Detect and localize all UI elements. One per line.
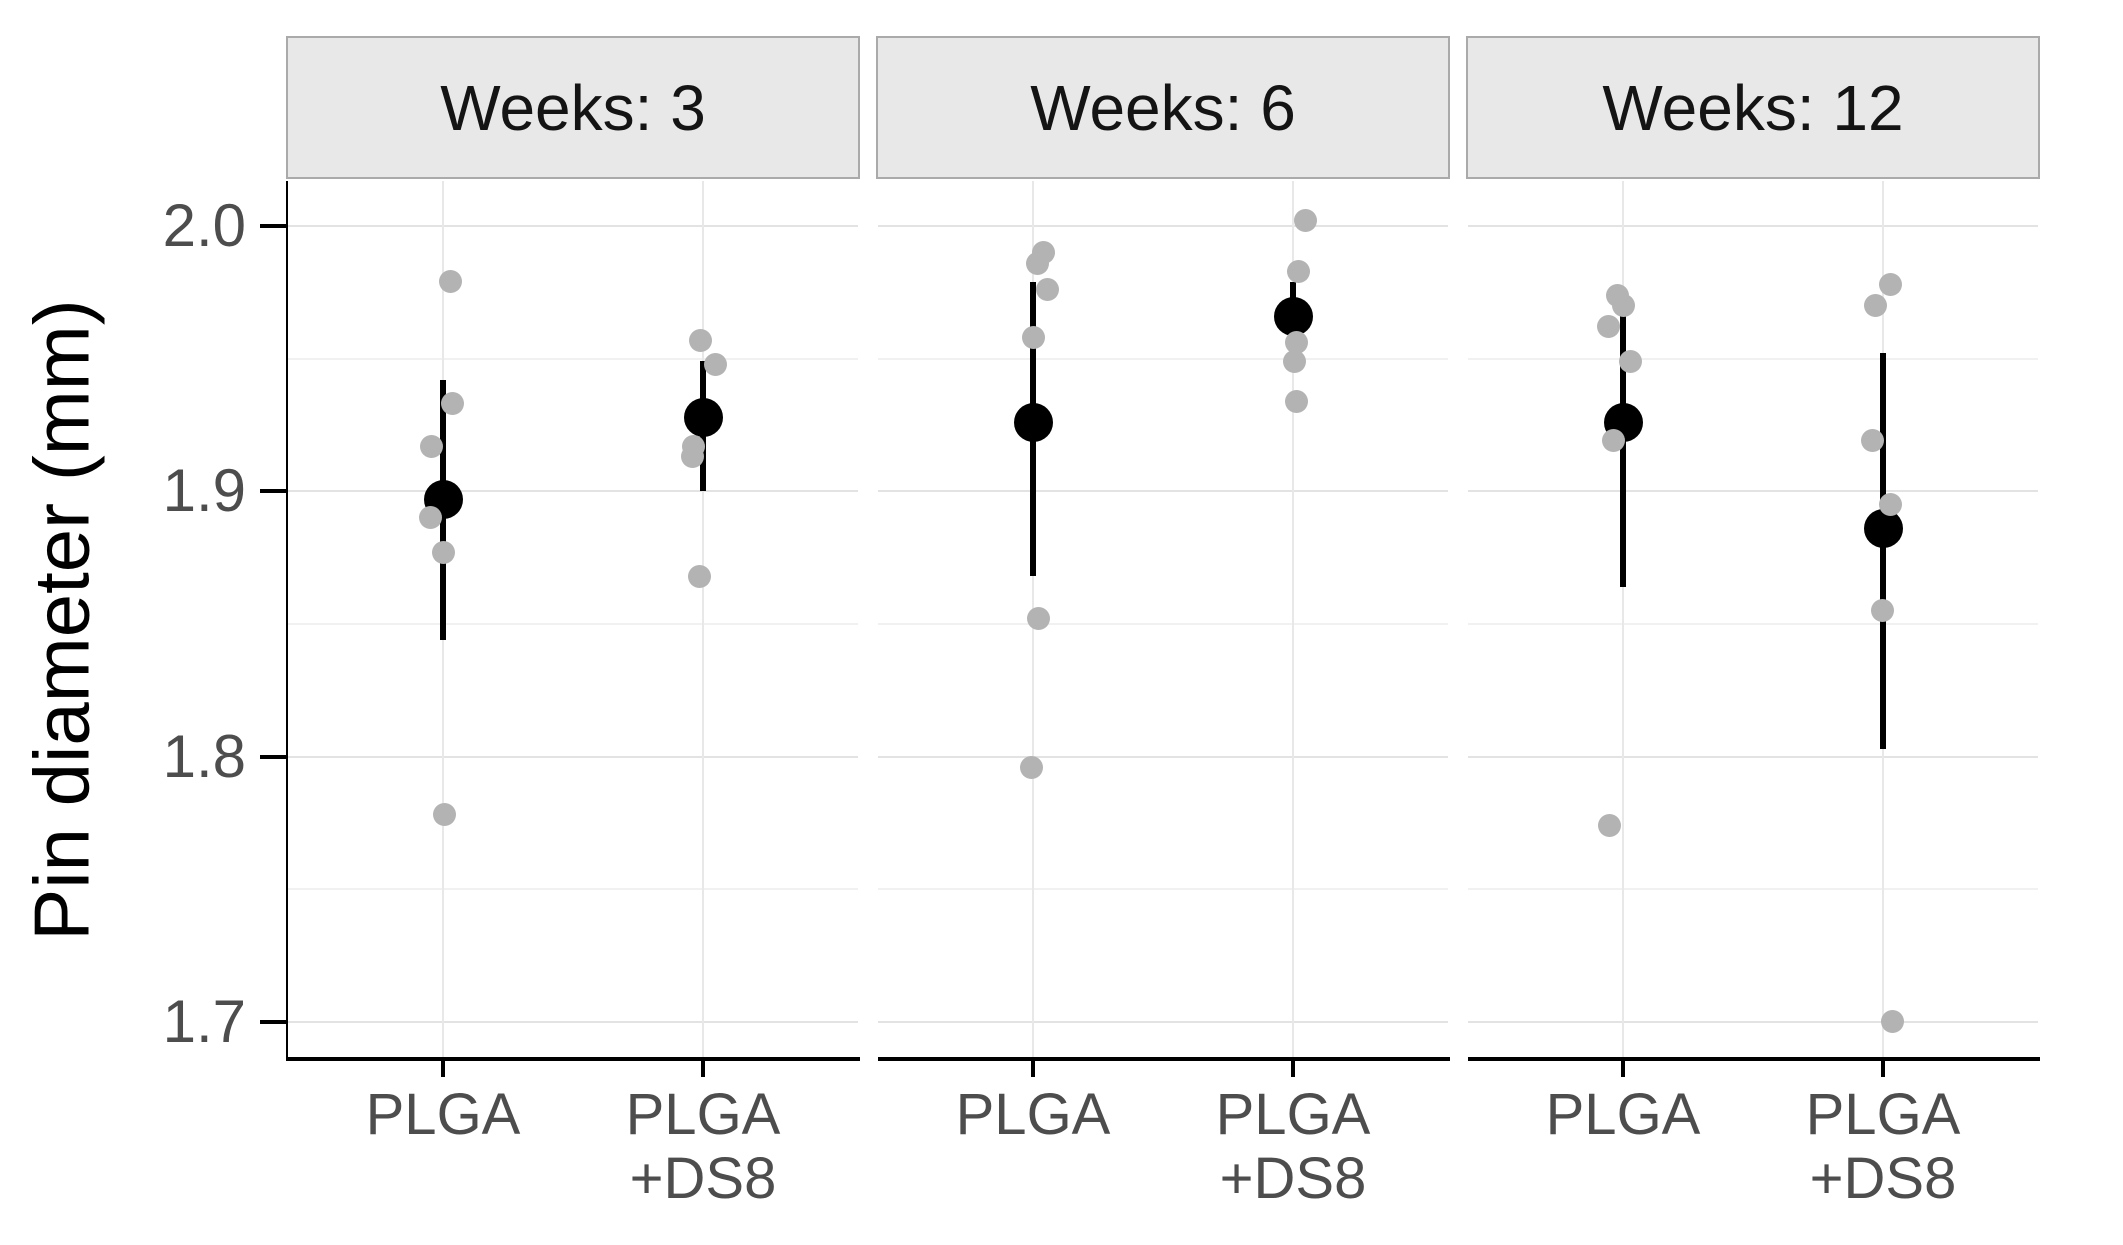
gridline-major <box>878 1020 1448 1023</box>
gridline-minor <box>1468 357 2038 360</box>
x-axis-category-label: PLGA <box>625 1082 781 1147</box>
x-axis-category-label: +DS8 <box>629 1146 777 1211</box>
x-axis-tick <box>1621 1061 1625 1077</box>
gridline-minor <box>1468 622 2038 625</box>
x-axis-tick <box>441 1061 445 1077</box>
gridline-column <box>1622 181 1624 1059</box>
facet-strip: Weeks: 12 <box>1466 36 2040 179</box>
gridline-major <box>288 490 858 493</box>
error-bar <box>1880 353 1886 749</box>
x-axis-category-label: +DS8 <box>1219 1146 1367 1211</box>
jitter-point <box>687 564 711 588</box>
gridline-column <box>1292 181 1294 1059</box>
gridline-major <box>878 490 1448 493</box>
gridline-minor <box>1468 888 2038 891</box>
x-axis-category-label: PLGA <box>1215 1082 1371 1147</box>
x-axis-line <box>1468 1057 2040 1061</box>
x-axis-tick <box>701 1061 705 1077</box>
facet-panel <box>288 181 858 1059</box>
mean-point <box>1273 296 1313 336</box>
gridline-major <box>878 755 1448 758</box>
gridline-major <box>288 1020 858 1023</box>
mean-point <box>1863 508 1903 548</box>
gridline-major <box>288 225 858 228</box>
jitter-point <box>1284 389 1308 413</box>
gridline-minor <box>288 357 858 360</box>
jitter-point <box>1878 493 1902 517</box>
y-axis-tick-label: 1.9 <box>162 457 246 525</box>
y-axis-tick-label: 2.0 <box>162 192 246 260</box>
jitter-point <box>1596 315 1620 339</box>
x-axis-category-label: PLGA <box>1805 1082 1961 1147</box>
jitter-point <box>1878 272 1902 296</box>
y-axis-tick-label: 1.8 <box>162 722 246 790</box>
x-axis-line <box>878 1057 1450 1061</box>
y-axis-tick-label: 1.7 <box>162 987 246 1055</box>
x-axis-category-label: PLGA <box>1545 1082 1701 1147</box>
y-axis-title: Pin diameter (mm) <box>17 299 106 941</box>
jitter-point <box>1597 814 1621 838</box>
jitter-point <box>1293 209 1317 233</box>
jitter-point <box>1618 349 1642 373</box>
jitter-point <box>1611 294 1635 318</box>
jitter-point <box>432 803 456 827</box>
jitter-point <box>1026 607 1050 631</box>
y-axis-tick <box>260 489 288 494</box>
y-axis-tick <box>260 224 288 229</box>
jitter-point <box>1025 251 1049 275</box>
gridline-major <box>1468 1020 2038 1023</box>
gridline-column <box>702 181 704 1059</box>
gridline-major <box>288 755 858 758</box>
x-axis-category-label: +DS8 <box>1809 1146 1957 1211</box>
facet-strip: Weeks: 3 <box>286 36 860 179</box>
x-axis-line <box>288 1057 860 1061</box>
jitter-point <box>1860 429 1884 453</box>
facet-panel <box>878 181 1448 1059</box>
jitter-point <box>1284 331 1308 355</box>
jitter-point <box>688 328 712 352</box>
jitter-point <box>1021 326 1045 349</box>
jitter-point <box>1870 599 1894 623</box>
y-axis-tick <box>260 1019 288 1024</box>
jitter-point <box>1282 349 1306 373</box>
x-axis-category-label: PLGA <box>365 1082 521 1147</box>
gridline-minor <box>878 357 1448 360</box>
jitter-point <box>680 445 704 469</box>
jitter-point <box>1880 1010 1904 1034</box>
facet-strip-label: Weeks: 12 <box>1602 71 1904 144</box>
x-axis-tick <box>1881 1061 1885 1077</box>
gridline-major <box>1468 225 2038 228</box>
mean-point <box>1013 402 1053 442</box>
gridline-major <box>878 225 1448 228</box>
jitter-point <box>1286 259 1310 283</box>
jitter-point <box>1863 294 1887 318</box>
facet-strip-label: Weeks: 6 <box>1030 71 1296 144</box>
gridline-minor <box>288 888 858 891</box>
jitter-point <box>703 352 727 376</box>
error-bar <box>1620 316 1626 587</box>
facet-panel <box>1468 181 2038 1059</box>
jitter-point <box>440 392 464 416</box>
jitter-point <box>418 506 442 530</box>
x-axis-tick <box>1031 1061 1035 1077</box>
jitter-point <box>419 434 443 458</box>
jitter-point <box>438 270 462 294</box>
mean-point <box>683 397 723 437</box>
jitter-point <box>1601 429 1625 453</box>
gridline-minor <box>878 622 1448 625</box>
jitter-point <box>431 540 455 564</box>
jitter-point <box>1019 755 1043 779</box>
y-axis-tick <box>260 754 288 759</box>
facet-strip: Weeks: 6 <box>876 36 1450 179</box>
jitter-point <box>1035 278 1059 302</box>
gridline-major <box>1468 490 2038 493</box>
facet-strip-label: Weeks: 3 <box>440 71 706 144</box>
x-axis-tick <box>1291 1061 1295 1077</box>
gridline-major <box>1468 755 2038 758</box>
x-axis-category-label: PLGA <box>955 1082 1111 1147</box>
gridline-minor <box>288 622 858 625</box>
gridline-minor <box>878 888 1448 891</box>
